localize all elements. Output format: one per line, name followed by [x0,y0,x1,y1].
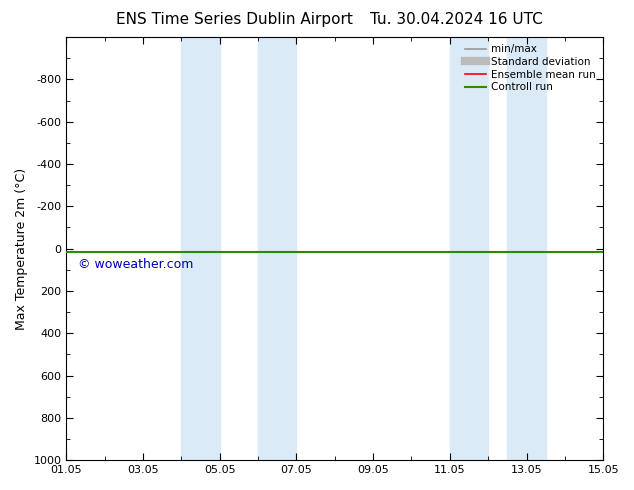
Bar [450,37,488,460]
Text: © woweather.com: © woweather.com [78,258,193,271]
Bar [507,37,546,460]
Y-axis label: Max Temperature 2m (°C): Max Temperature 2m (°C) [15,168,28,330]
Text: ENS Time Series Dublin Airport: ENS Time Series Dublin Airport [116,12,353,27]
Legend: min/max, Standard deviation, Ensemble mean run, Controll run: min/max, Standard deviation, Ensemble me… [463,42,598,94]
Text: Tu. 30.04.2024 16 UTC: Tu. 30.04.2024 16 UTC [370,12,543,27]
Bar [258,37,297,460]
Bar [181,37,220,460]
